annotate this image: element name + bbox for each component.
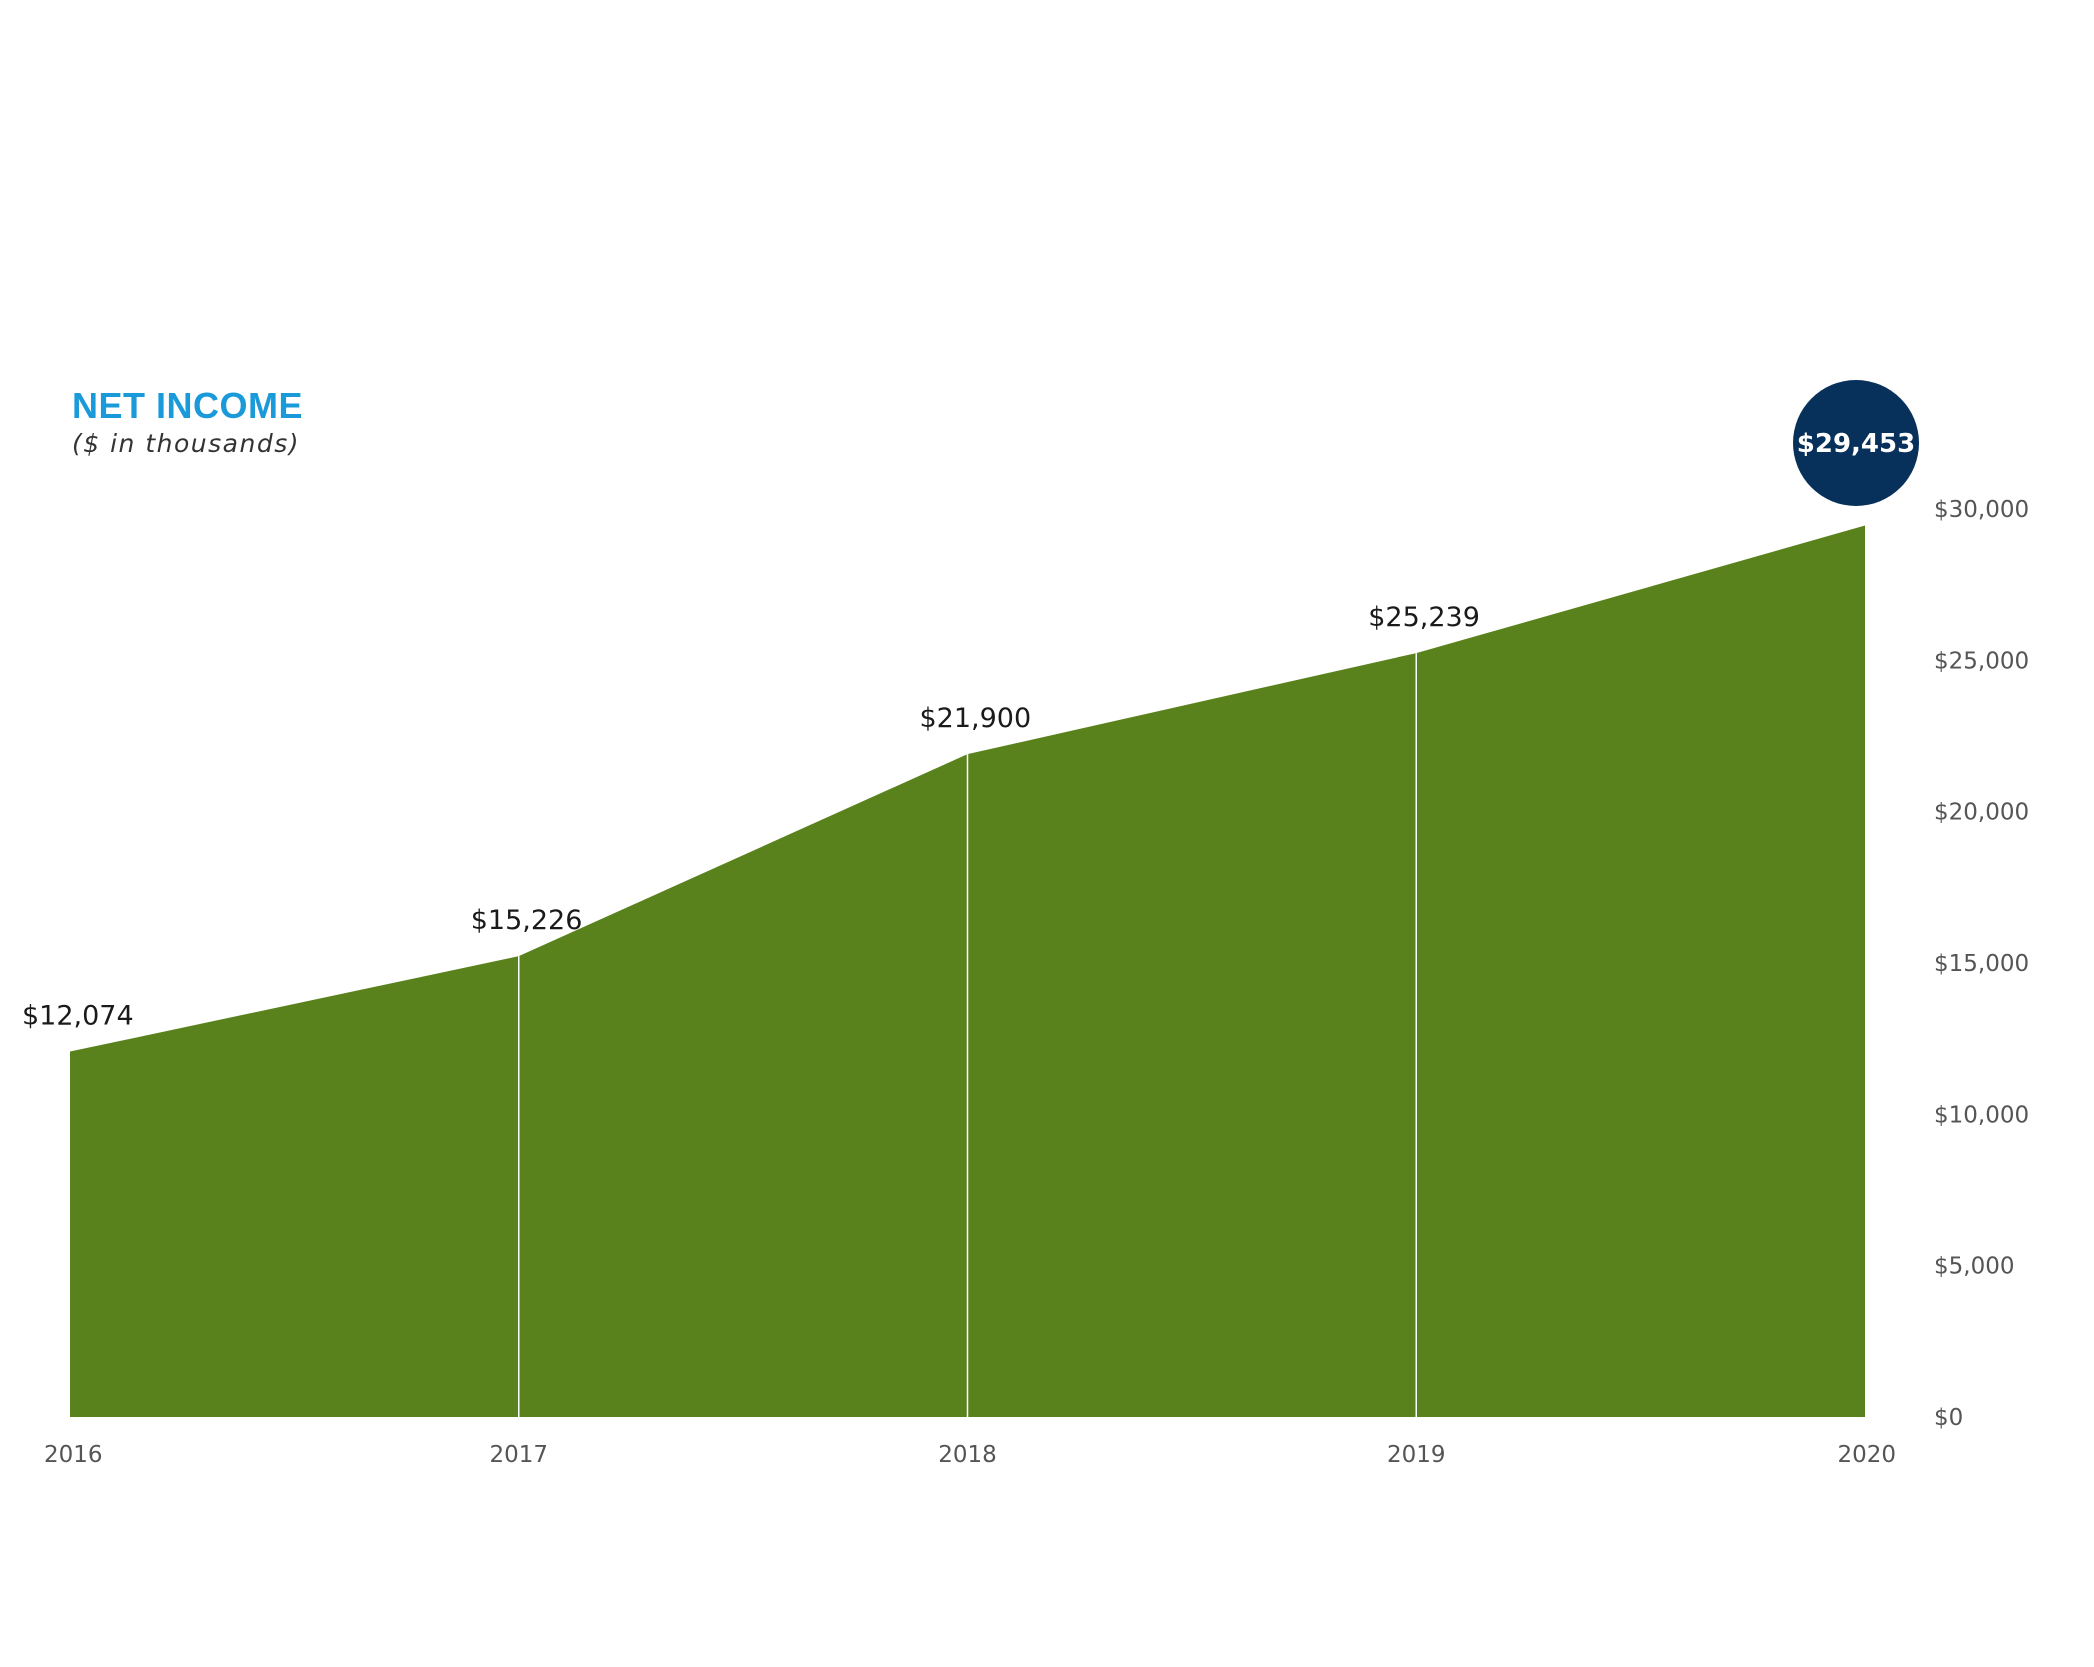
y-axis: $0 $5,000 $10,000 $15,000 $20,000 $25,000 $30,…	[1934, 497, 2029, 1431]
y-tick-label-2: $10,000	[1934, 1102, 2029, 1128]
data-label-layer: $12,074 $15,226 $21,900 $25,239	[22, 602, 1480, 1031]
x-axis: 2016 2017 2018 2019 2020	[44, 1442, 1896, 1468]
chart-title: NET INCOME	[72, 385, 303, 426]
y-tick-label-6: $30,000	[1934, 497, 2029, 523]
divider-layer	[518, 653, 1417, 1417]
chart-subtitle: ($ in thousands)	[72, 429, 300, 458]
highlight-layer: $29,453	[1793, 380, 1919, 506]
data-label-2018: $21,900	[920, 703, 1032, 734]
data-label-2016: $12,074	[22, 1001, 134, 1032]
x-tick-label-2019: 2019	[1387, 1442, 1446, 1468]
x-tick-label-2020: 2020	[1837, 1442, 1896, 1468]
data-label-2020: $29,453	[1797, 429, 1915, 459]
y-tick-label-0: $0	[1934, 1405, 1963, 1431]
data-label-2017: $15,226	[471, 905, 583, 936]
x-tick-label-2017: 2017	[489, 1442, 548, 1468]
y-tick-label-4: $20,000	[1934, 800, 2029, 826]
y-tick-label-5: $25,000	[1934, 648, 2029, 674]
y-tick-label-1: $5,000	[1934, 1254, 2014, 1280]
highlight-circle	[1793, 380, 1919, 506]
data-label-2019: $25,239	[1368, 602, 1480, 633]
x-tick-label-2018: 2018	[938, 1442, 997, 1468]
y-tick-label-3: $15,000	[1934, 951, 2029, 977]
x-tick-label-2016: 2016	[44, 1442, 103, 1468]
